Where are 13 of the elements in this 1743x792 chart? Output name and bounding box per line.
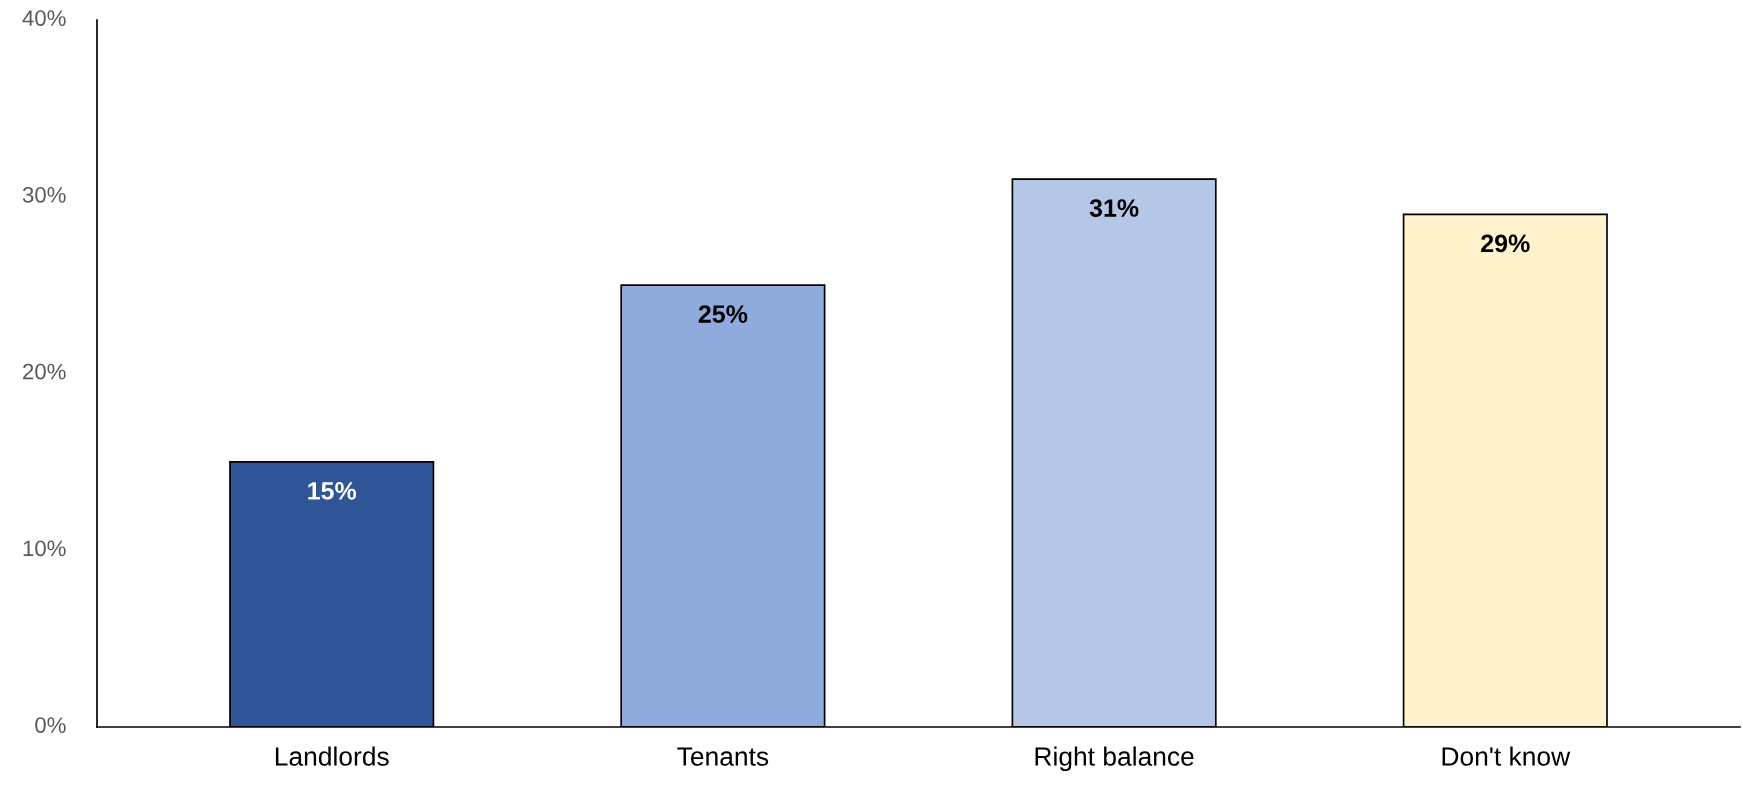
y-tick-label: 20% [23, 363, 66, 380]
data-label: 29% [1481, 234, 1530, 253]
y-tick-label: 10% [23, 540, 66, 557]
x-tick-label: Right balance [1035, 746, 1194, 772]
x-tick-label: Don't know [1442, 746, 1571, 766]
x-tick-label: Landlords [275, 746, 389, 766]
y-tick-label: 0% [35, 717, 66, 733]
y-tick-label: 40% [22, 10, 66, 26]
x-tick-label: Tenants [677, 747, 769, 766]
data-label: 15% [308, 482, 357, 500]
data-label: 31% [1089, 199, 1139, 217]
y-tick-label: 30% [22, 186, 66, 203]
data-label: 25% [698, 305, 748, 323]
